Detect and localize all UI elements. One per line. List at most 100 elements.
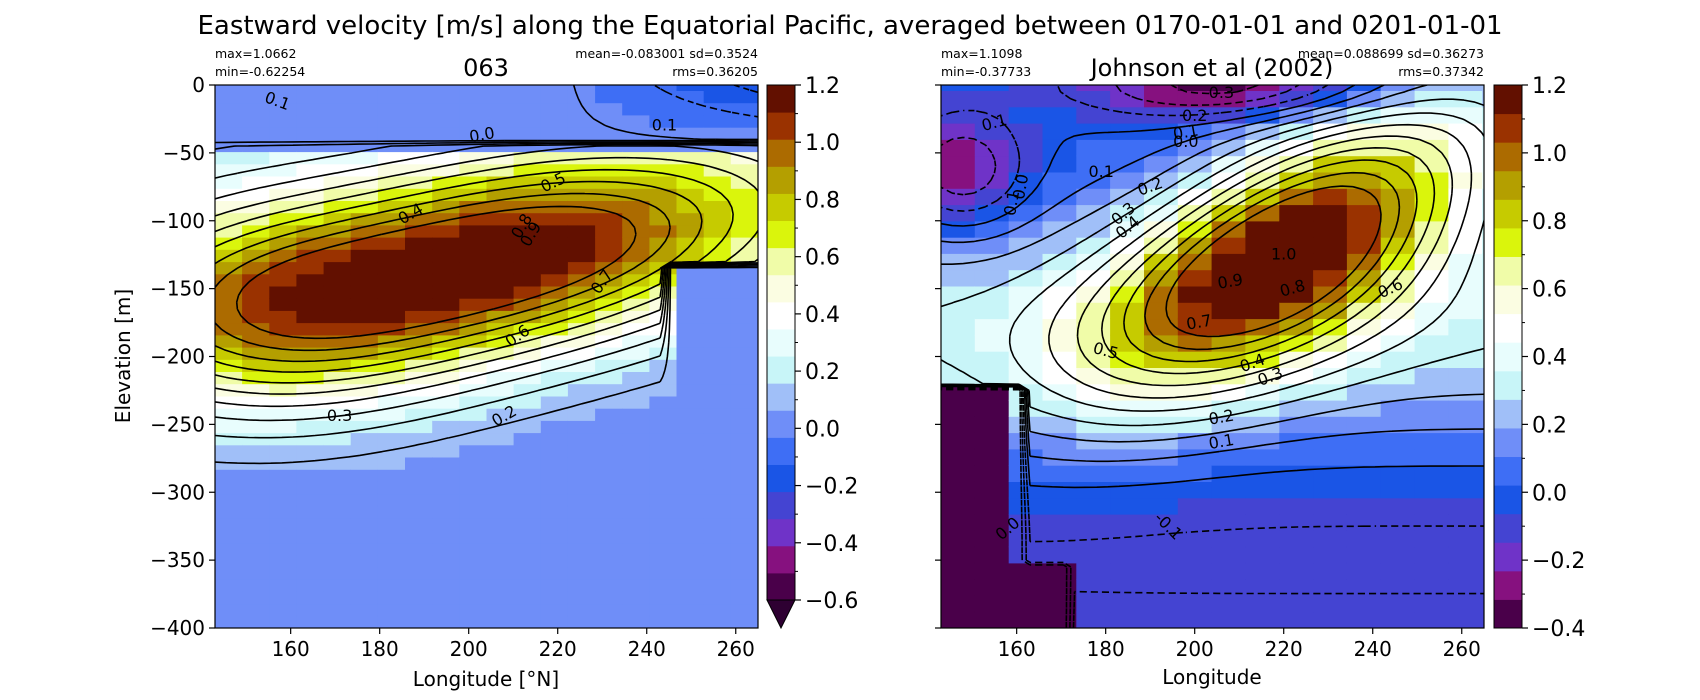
colorbar-tick-label: 0.8 xyxy=(1532,210,1567,235)
x-tick-label: 200 xyxy=(450,637,488,661)
heatmap-cell xyxy=(242,273,270,287)
heatmap-cell xyxy=(1110,562,1145,580)
colorbar-swatch xyxy=(1494,285,1522,315)
heatmap-cell xyxy=(1144,285,1179,303)
heatmap-cell xyxy=(730,408,758,421)
heatmap-cell xyxy=(1076,155,1111,173)
heatmap-cell xyxy=(215,310,243,324)
x-tick-label: 220 xyxy=(1265,637,1303,661)
panel-model: 0.10.0 0.10.50.4 0.80.90.70.60.3 0.2 160 180… xyxy=(111,46,858,691)
heatmap-cell xyxy=(1042,253,1077,271)
heatmap-cell xyxy=(1144,383,1179,401)
heatmap-cell xyxy=(242,90,270,104)
heatmap-cell xyxy=(486,481,515,495)
heatmap-cell xyxy=(1245,123,1280,140)
heatmap-cell xyxy=(242,530,270,544)
colorbar-swatch xyxy=(767,383,795,411)
heatmap-cell xyxy=(486,591,515,605)
heatmap-cell xyxy=(1245,579,1280,596)
heatmap-cell xyxy=(703,176,732,189)
heatmap-cell xyxy=(432,603,460,617)
heatmap-cell xyxy=(1144,171,1179,189)
heatmap-cell xyxy=(1482,237,1484,254)
heatmap-cell xyxy=(1346,237,1382,254)
heatmap-cell xyxy=(1110,367,1145,385)
heatmap-cell xyxy=(1211,448,1246,466)
heatmap-cell xyxy=(513,151,542,165)
heatmap-cell xyxy=(941,481,976,499)
heatmap-cell xyxy=(540,432,569,446)
heatmap-cell xyxy=(703,371,732,385)
heatmap-cell xyxy=(703,383,732,397)
heatmap-cell xyxy=(486,542,515,556)
heatmap-cell xyxy=(1076,85,1111,91)
heatmap-cell xyxy=(1144,448,1179,466)
heatmap-cell xyxy=(703,457,732,470)
colorbar-swatch xyxy=(767,139,795,167)
heatmap-cell xyxy=(1076,546,1111,564)
heatmap-cell xyxy=(1279,367,1314,385)
heatmap-cell xyxy=(1448,546,1483,564)
colorbar-swatch xyxy=(767,356,795,384)
heatmap-cell xyxy=(941,85,976,91)
colorbar-swatch xyxy=(767,410,795,438)
heatmap-cell xyxy=(540,554,569,568)
heatmap-cell xyxy=(540,481,569,495)
heatmap-cell xyxy=(1482,579,1484,596)
heatmap-cell xyxy=(459,554,487,568)
heatmap-cell xyxy=(540,591,569,605)
heatmap-cell xyxy=(1448,139,1483,157)
heatmap-cell xyxy=(1008,139,1044,157)
heatmap-cell xyxy=(350,518,379,531)
heatmap-cell xyxy=(513,163,542,177)
heatmap-cell xyxy=(1008,302,1044,320)
heatmap-cell xyxy=(377,408,406,421)
heatmap-cell xyxy=(1346,514,1382,531)
heatmap-cell xyxy=(323,542,352,556)
heatmap-cell xyxy=(323,481,352,495)
heatmap-cell xyxy=(377,261,406,275)
heatmap-cell xyxy=(1211,318,1246,336)
heatmap-cell xyxy=(350,371,379,385)
heatmap-cell xyxy=(459,615,487,628)
heatmap-cell xyxy=(405,420,433,434)
heatmap-cell xyxy=(323,457,352,470)
heatmap-cell xyxy=(486,188,515,201)
heatmap-cell xyxy=(941,171,976,189)
heatmap-cell xyxy=(1042,562,1077,580)
heatmap-cell xyxy=(486,432,515,446)
heatmap-cell xyxy=(567,261,596,275)
heatmap-cell xyxy=(1448,334,1483,352)
heatmap-cell xyxy=(703,408,732,421)
heatmap-cell xyxy=(595,127,623,140)
heatmap-cell xyxy=(377,85,406,91)
heatmap-cell xyxy=(459,285,487,299)
heatmap-cell xyxy=(1177,302,1213,320)
heatmap-cell xyxy=(242,127,270,140)
heatmap-cell xyxy=(1076,302,1111,320)
heatmap-cell xyxy=(323,322,352,336)
colorbar-observations: −0.4 −0.2 0.0 0.2 0.4 0.6 0.8 1.0 1.2 xyxy=(1493,74,1585,642)
heatmap-cell xyxy=(377,530,406,544)
heatmap-cell xyxy=(486,90,515,104)
heatmap-cell xyxy=(941,90,976,108)
heatmap-cell xyxy=(622,322,650,336)
heatmap-cell xyxy=(350,457,379,470)
heatmap-cell xyxy=(513,420,542,434)
heatmap-cell xyxy=(595,371,623,385)
heatmap-cell xyxy=(540,408,569,421)
heatmap-cell xyxy=(974,139,1010,157)
heatmap-cell xyxy=(432,224,460,238)
heatmap-cell xyxy=(1448,481,1483,499)
heatmap-cell xyxy=(567,90,596,104)
heatmap-cell xyxy=(1245,204,1280,222)
heatmap-cell xyxy=(676,420,705,434)
heatmap-cell xyxy=(1177,481,1213,499)
heatmap-cell xyxy=(974,399,1010,417)
heatmap-cell xyxy=(941,546,976,564)
heatmap-cell xyxy=(1076,123,1111,140)
heatmap-cell xyxy=(242,383,270,397)
heatmap-cell xyxy=(215,85,243,91)
heatmap-cell xyxy=(1144,595,1179,613)
heatmap-cell xyxy=(1110,302,1145,320)
